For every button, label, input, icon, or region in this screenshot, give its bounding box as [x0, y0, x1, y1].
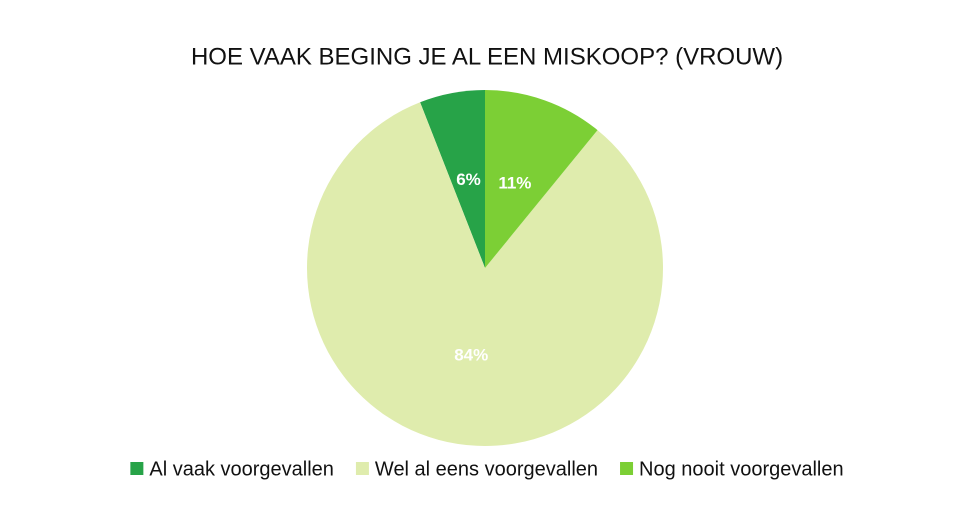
data-label: 6% [456, 170, 481, 189]
legend-swatch [355, 462, 369, 475]
legend-label: Nog nooit voorgevallen [639, 458, 844, 480]
pie-slice [485, 90, 598, 268]
data-label: 11% [498, 174, 531, 193]
pie-slice [306, 102, 663, 447]
legend-label: Wel al eens voorgevallen [375, 458, 598, 480]
pie-slice [420, 90, 485, 268]
legend-swatch [130, 462, 144, 475]
chart-title: HOE VAAK BEGING JE AL EEN MISKOOP? (VROU… [191, 43, 783, 70]
legend-swatch [620, 462, 634, 475]
legend-label: Al vaak voorgevallen [149, 458, 334, 480]
data-label: 84% [454, 345, 488, 364]
